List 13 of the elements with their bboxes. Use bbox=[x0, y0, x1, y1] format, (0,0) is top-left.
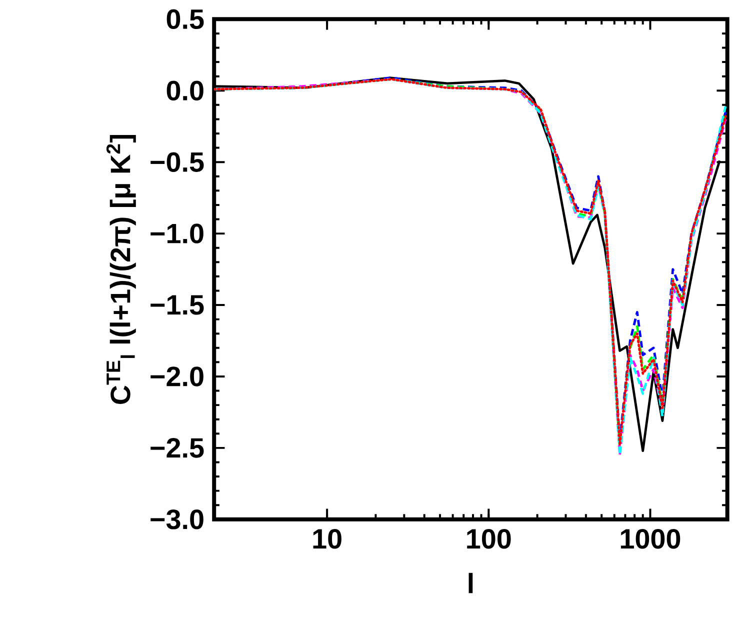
y-axis-title: C$^{TE}$$_{l}$ l(l+1)/(2π) [μ K$^{2}$] bbox=[106, 134, 136, 404]
y-tick-label: −2.5 bbox=[150, 438, 204, 458]
x-tick-label: 100 bbox=[467, 528, 511, 549]
y-tick-label: −0.5 bbox=[150, 152, 204, 172]
x-axis-title: l bbox=[468, 572, 473, 594]
y-tick-label: 0.0 bbox=[166, 80, 204, 100]
y-tick-label: 0.5 bbox=[166, 9, 204, 30]
x-tick-label: 1000 bbox=[620, 528, 680, 549]
y-tick-label: −1.0 bbox=[150, 224, 204, 244]
x-tick-label: 10 bbox=[313, 528, 342, 549]
y-tick-label: −1.5 bbox=[150, 295, 204, 315]
y-tick-label: −2.0 bbox=[150, 366, 204, 386]
y-tick-label: −3.0 bbox=[150, 509, 204, 530]
